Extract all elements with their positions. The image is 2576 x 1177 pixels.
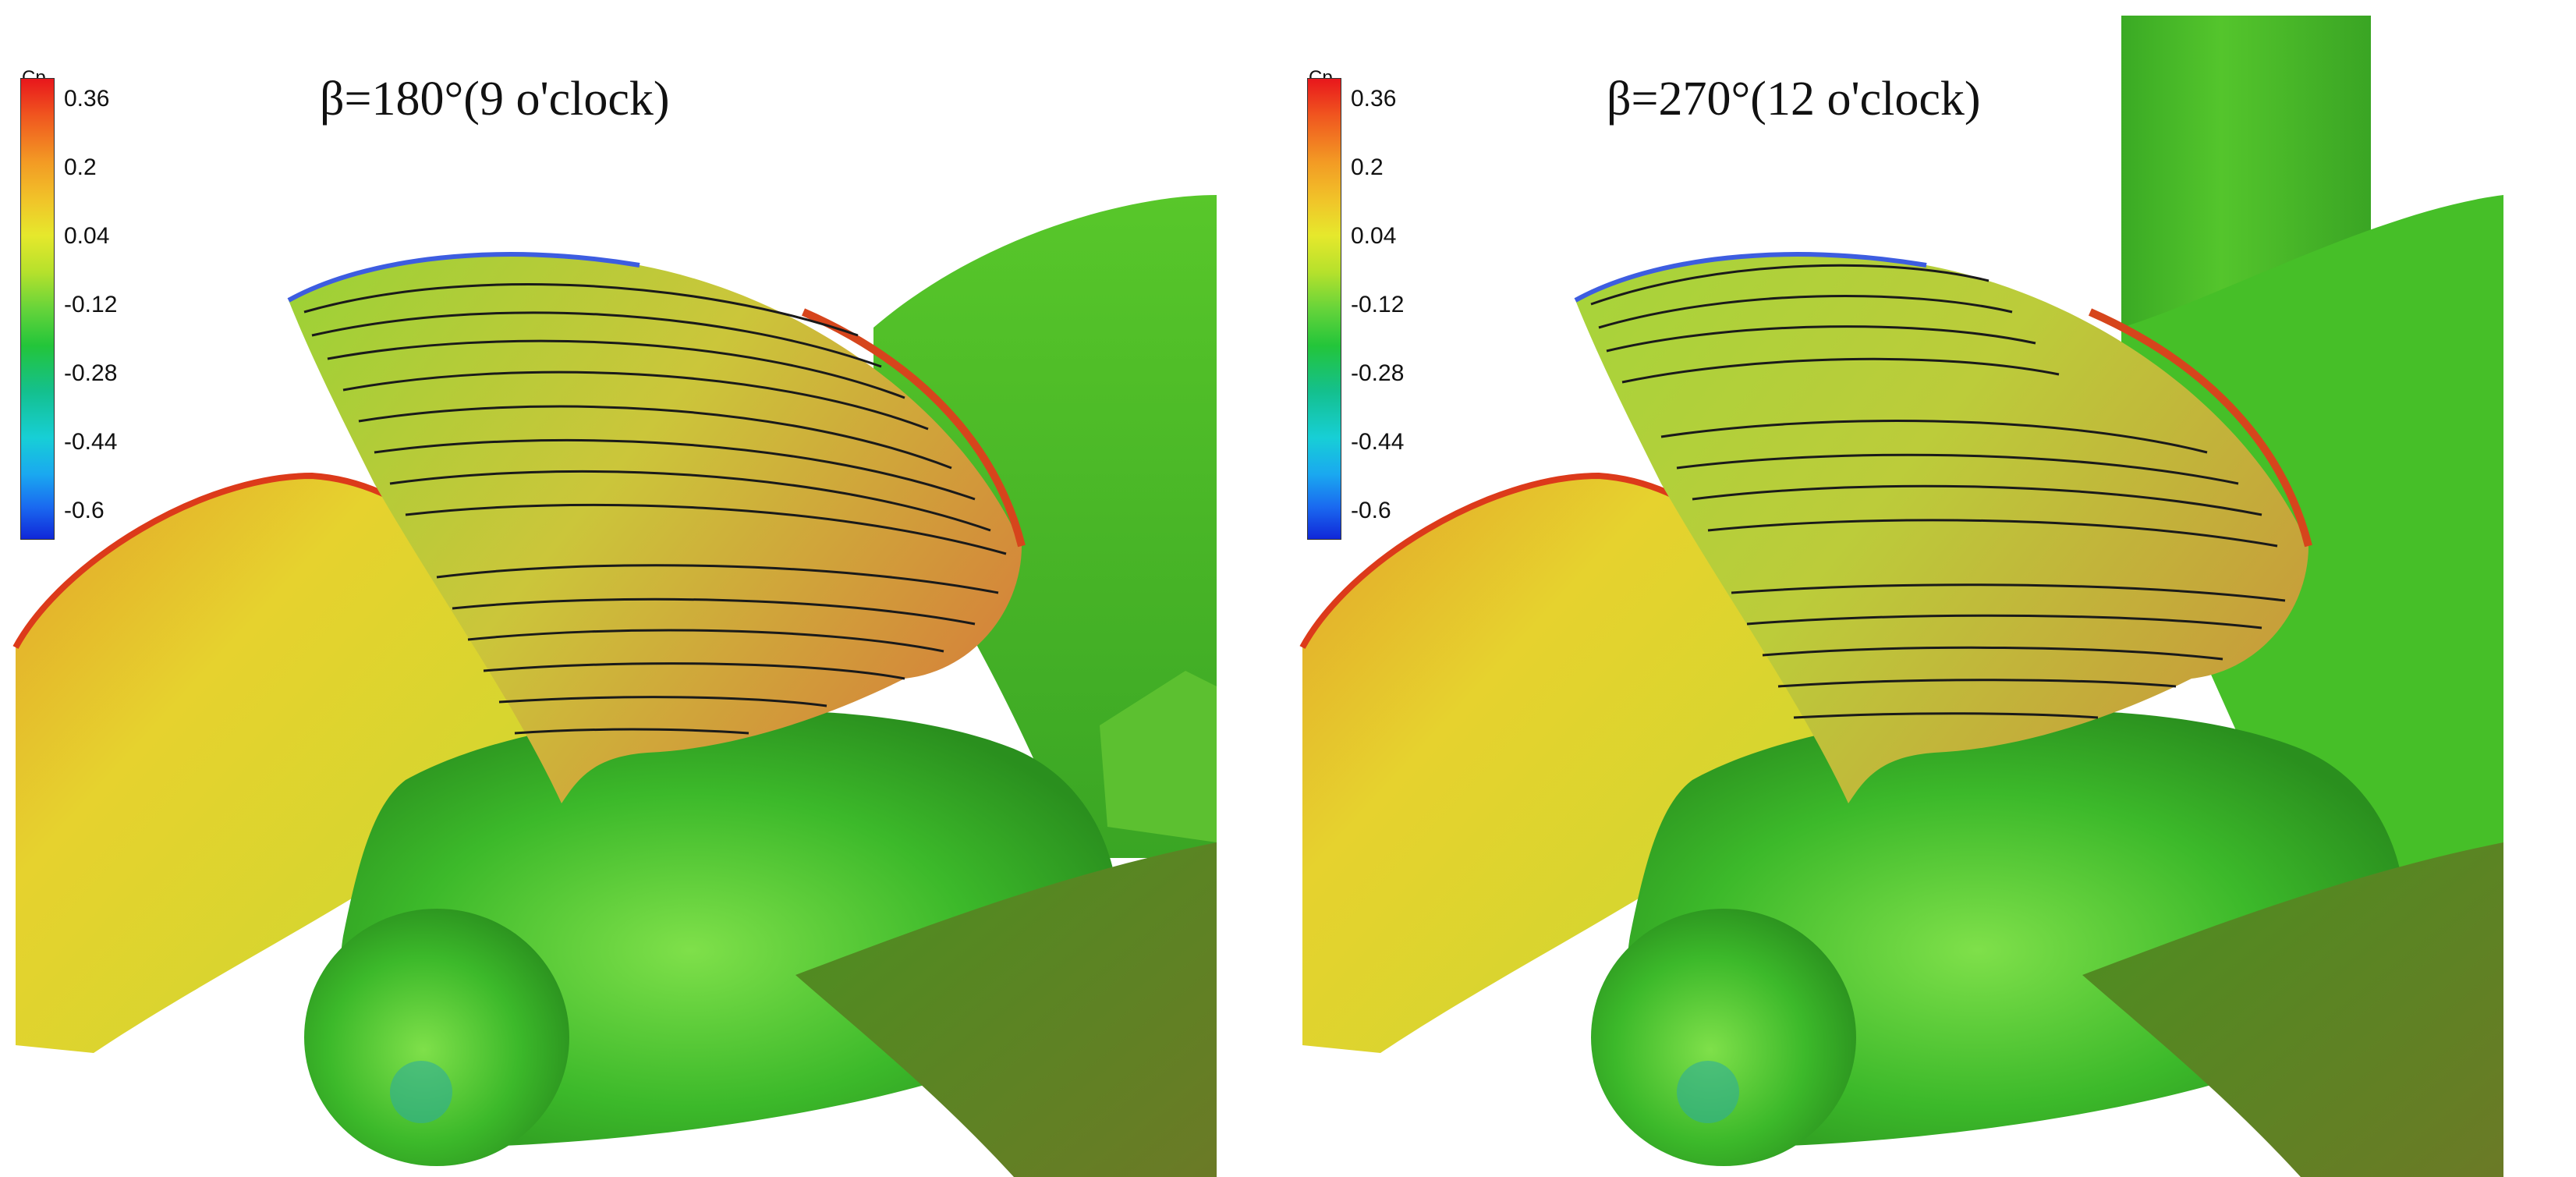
streamlines	[303, 283, 1007, 735]
colorbar-tick: -0.28	[64, 360, 118, 386]
colorbar-tick: -0.12	[1351, 292, 1405, 317]
colorbar-tick: -0.44	[1351, 429, 1405, 455]
left-blade	[16, 476, 546, 1053]
right-blade	[873, 195, 1217, 858]
streamlines	[1590, 264, 2286, 719]
colorbar-tick: 0.36	[64, 86, 110, 112]
hub-cap	[304, 909, 569, 1166]
lower-right-blade	[2082, 842, 2503, 1177]
propeller-render	[1299, 16, 2503, 1177]
panel-title: β=180°(9 o'clock)	[320, 73, 670, 126]
colorbar-tick: -0.12	[64, 292, 118, 317]
colorbar	[1307, 78, 1341, 540]
colorbar-tick: -0.6	[64, 498, 105, 523]
panel-beta-270: Cp 0.36 0.2 0.04 -0.12 -0.28 -0.44 -0.6 …	[1287, 0, 2574, 1177]
hub-cap	[1591, 909, 1856, 1166]
colorbar-tick: 0.04	[64, 223, 110, 249]
colorbar-tick: 0.2	[64, 154, 97, 180]
colorbar-tick: -0.44	[64, 429, 118, 455]
propeller-render	[12, 195, 1217, 1177]
main-blade	[289, 254, 1022, 803]
left-blade	[1302, 476, 1833, 1053]
panel-title: β=270°(12 o'clock)	[1607, 73, 1981, 126]
colorbar	[20, 78, 55, 540]
panel-beta-180: Cp 0.36 0.2 0.04 -0.12 -0.28 -0.44 -0.6 …	[0, 0, 1287, 1177]
colorbar-tick: 0.2	[1351, 154, 1384, 180]
lower-right-blade	[795, 842, 1217, 1177]
fin	[1100, 671, 1217, 842]
colorbar-tick: -0.6	[1351, 498, 1391, 523]
colorbar-tick: 0.04	[1351, 223, 1397, 249]
main-blade	[1575, 254, 2308, 803]
rudder-body	[2121, 195, 2503, 897]
colorbar-tick: 0.36	[1351, 86, 1397, 112]
colorbar-tick: -0.28	[1351, 360, 1405, 386]
